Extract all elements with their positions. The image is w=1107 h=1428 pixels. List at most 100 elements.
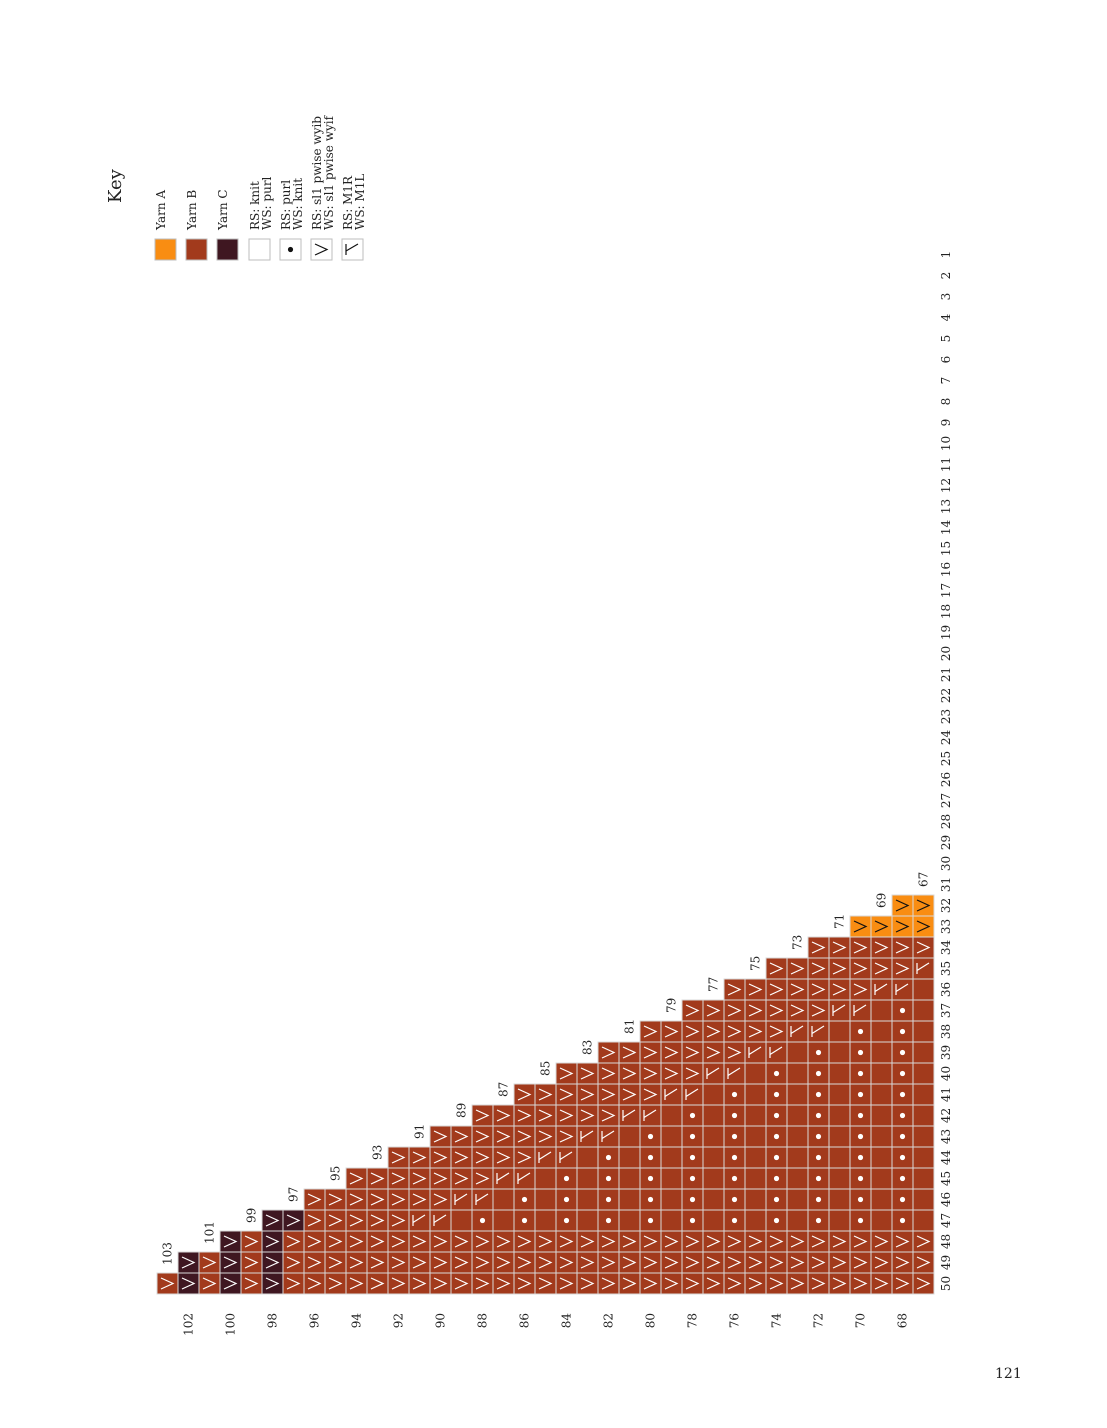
purl-dot [899,1133,906,1140]
stitch-cell [618,1188,641,1211]
stitch-cell [639,1041,662,1064]
slip-mark [160,1277,175,1290]
stitch-cell [555,1083,578,1106]
slip-mark [538,1130,553,1143]
make-one-mark [895,983,909,995]
stitch-cell [912,978,935,1001]
stitch-cell [723,1230,746,1253]
stitch-cell [870,1020,893,1043]
slip-mark [496,1277,511,1290]
stitch-cell [828,1146,851,1169]
slip-mark [874,920,889,933]
slip-mark [727,1025,742,1038]
stitch-cell [870,957,893,980]
slip-mark [664,1235,679,1248]
purl-dot [857,1154,864,1161]
purl-dot [857,1049,864,1056]
slip-mark [727,1004,742,1017]
make-one-mark [853,1004,867,1016]
stitch-cell [786,1104,809,1127]
slip-mark [853,1256,868,1269]
stitch-cell [807,978,830,1001]
stitch-cell [702,999,725,1022]
slip-mark [286,1277,301,1290]
slip-mark [832,941,847,954]
stitch-cell [786,1209,809,1232]
stitch-cell [513,1125,536,1148]
stitch-cell [492,1125,515,1148]
slip-mark [391,1256,406,1269]
slip-mark [916,920,931,933]
slip-mark [832,1277,847,1290]
slip-mark [895,962,910,975]
stitch-cell [618,1083,641,1106]
make-one-mark [727,1067,741,1079]
stitch-cell [744,1146,767,1169]
stitch-number: 16 [939,562,953,577]
stitch-cell [807,957,830,980]
stitch-cell [786,1230,809,1253]
purl-dot [899,1049,906,1056]
stitch-cell [387,1209,410,1232]
stitch-cell [849,915,872,938]
stitch-cell [576,1272,599,1295]
slip-mark [811,1256,826,1269]
stitch-number: 50 [939,1276,953,1291]
stitch-number: 40 [939,1066,953,1081]
stitch-number: 23 [939,709,953,724]
stitch-cell [597,1041,620,1064]
slip-mark [769,1025,784,1038]
stitch-cell [912,936,935,959]
row-number: 91 [413,1124,427,1139]
slip-mark [475,1172,490,1185]
slip-mark [580,1109,595,1122]
key-label: RS: knit [248,181,262,230]
stitch-cell [429,1146,452,1169]
slip-mark [727,1235,742,1248]
stitch-cell [828,1062,851,1085]
slip-mark [727,1277,742,1290]
slip-mark [790,983,805,996]
key-label: RS: purl [279,180,293,230]
slip-mark [265,1256,280,1269]
slip-mark [664,1067,679,1080]
stitch-cell [534,1104,557,1127]
make-one-mark [412,1214,426,1226]
row-number: 68 [896,1313,910,1328]
purl-dot [815,1112,822,1119]
stitch-cell [912,999,935,1022]
purl-dot [689,1196,696,1203]
stitch-cell [597,1083,620,1106]
stitch-cell [744,1167,767,1190]
slip-mark [475,1130,490,1143]
purl-dot [815,1175,822,1182]
stitch-cell [870,1167,893,1190]
slip-mark [433,1235,448,1248]
make-one-mark [748,1046,762,1058]
slip-mark [517,1235,532,1248]
slip-mark [286,1235,301,1248]
slip-mark [307,1256,322,1269]
stitch-cell [765,1041,788,1064]
stitch-number: 21 [939,667,953,682]
stitch-cell [870,1125,893,1148]
stitch-cell [723,1272,746,1295]
stitch-cell [912,1020,935,1043]
slip-mark [685,1235,700,1248]
stitch-cell [660,1251,683,1274]
slip-mark [349,1214,364,1227]
stitch-cell [282,1230,305,1253]
slip-mark [769,1256,784,1269]
purl-dot [773,1154,780,1161]
stitch-number: 3 [939,293,953,301]
slip-mark [349,1277,364,1290]
purl-dot [899,1091,906,1098]
make-one-mark [475,1193,489,1205]
slip-mark [370,1214,385,1227]
slip-mark [580,1277,595,1290]
stitch-cell [723,1062,746,1085]
purl-dot [899,1196,906,1203]
stitch-cell [744,1083,767,1106]
slip-mark [433,1130,448,1143]
stitch-number: 27 [939,793,953,808]
